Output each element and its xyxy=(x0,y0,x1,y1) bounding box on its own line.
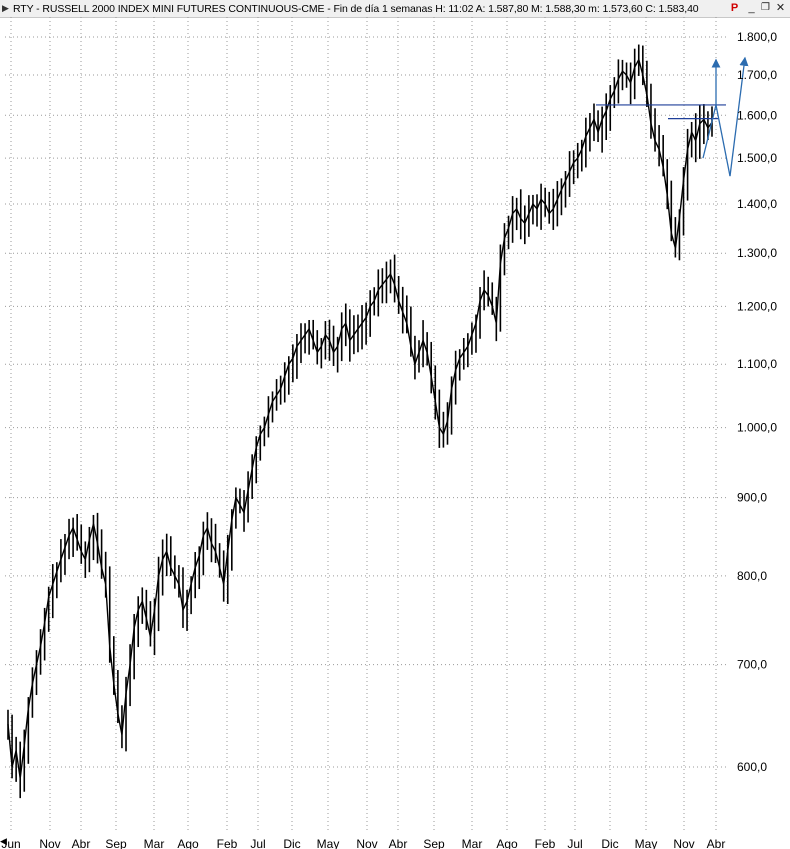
x-tick-label: Ago xyxy=(496,837,518,849)
x-tick-label: Sep xyxy=(105,837,127,849)
x-tick-label: Dic xyxy=(283,837,300,849)
x-tick-label: Feb xyxy=(217,837,238,849)
price-line xyxy=(7,57,713,779)
x-tick-label: Jul xyxy=(250,837,265,849)
y-tick-label: 900,0 xyxy=(737,491,767,505)
y-tick-label: 1.300,0 xyxy=(737,246,777,260)
y-tick-label: 600,0 xyxy=(737,760,767,774)
x-tick-label: Jun xyxy=(1,837,20,849)
y-tick-label: 1.500,0 xyxy=(737,151,777,165)
x-tick-label: Nov xyxy=(39,837,60,849)
axes: 1.800,0 1.700,0 1.600,0 1.500,0 1.400,0 1.300… xyxy=(1,30,777,849)
x-tick-label: May xyxy=(635,837,658,849)
x-tick-label: Abr xyxy=(707,837,726,849)
x-tick-label: May xyxy=(317,837,340,849)
y-tick-label: 1.700,0 xyxy=(737,68,777,82)
scroll-left-icon[interactable]: ◀ xyxy=(0,836,7,846)
annotations xyxy=(596,56,749,177)
x-tick-label: Dic xyxy=(601,837,618,849)
y-tick-label: 1.800,0 xyxy=(737,30,777,44)
projection-arrow-up-2 xyxy=(729,56,749,177)
x-tick-label: Nov xyxy=(356,837,377,849)
y-tick-label: 1.100,0 xyxy=(737,357,777,371)
x-tick-label: Abr xyxy=(72,837,91,849)
x-tick-label: Mar xyxy=(144,837,165,849)
minimize-button[interactable]: _ xyxy=(748,2,755,14)
close-button[interactable]: ✕ xyxy=(775,2,786,14)
y-tick-label: 1.600,0 xyxy=(737,108,777,122)
x-tick-label: Jul xyxy=(567,837,582,849)
x-tick-label: Mar xyxy=(462,837,483,849)
price-series xyxy=(7,44,713,799)
window-title: RTY - RUSSELL 2000 INDEX MINI FUTURES CO… xyxy=(13,3,699,15)
y-tick-label: 1.400,0 xyxy=(737,197,777,211)
y-tick-label: 1.000,0 xyxy=(737,421,777,435)
y-tick-label: 800,0 xyxy=(737,569,767,583)
x-tick-label: Ago xyxy=(177,837,199,849)
price-chart: 1.800,0 1.700,0 1.600,0 1.500,0 1.400,0 1.300… xyxy=(1,17,777,849)
y-tick-label: 700,0 xyxy=(737,658,767,672)
restore-button[interactable]: ❐ xyxy=(761,2,770,13)
p-button[interactable]: P xyxy=(730,2,739,14)
x-tick-label: Abr xyxy=(389,837,408,849)
x-tick-label: Nov xyxy=(673,837,694,849)
x-tick-label: Feb xyxy=(535,837,556,849)
grid xyxy=(5,17,727,832)
y-tick-label: 1.200,0 xyxy=(737,299,777,313)
window-titlebar: ▶ RTY - RUSSELL 2000 INDEX MINI FUTURES … xyxy=(0,0,790,18)
menu-arrow-icon[interactable]: ▶ xyxy=(2,3,9,13)
x-tick-label: Sep xyxy=(423,837,445,849)
